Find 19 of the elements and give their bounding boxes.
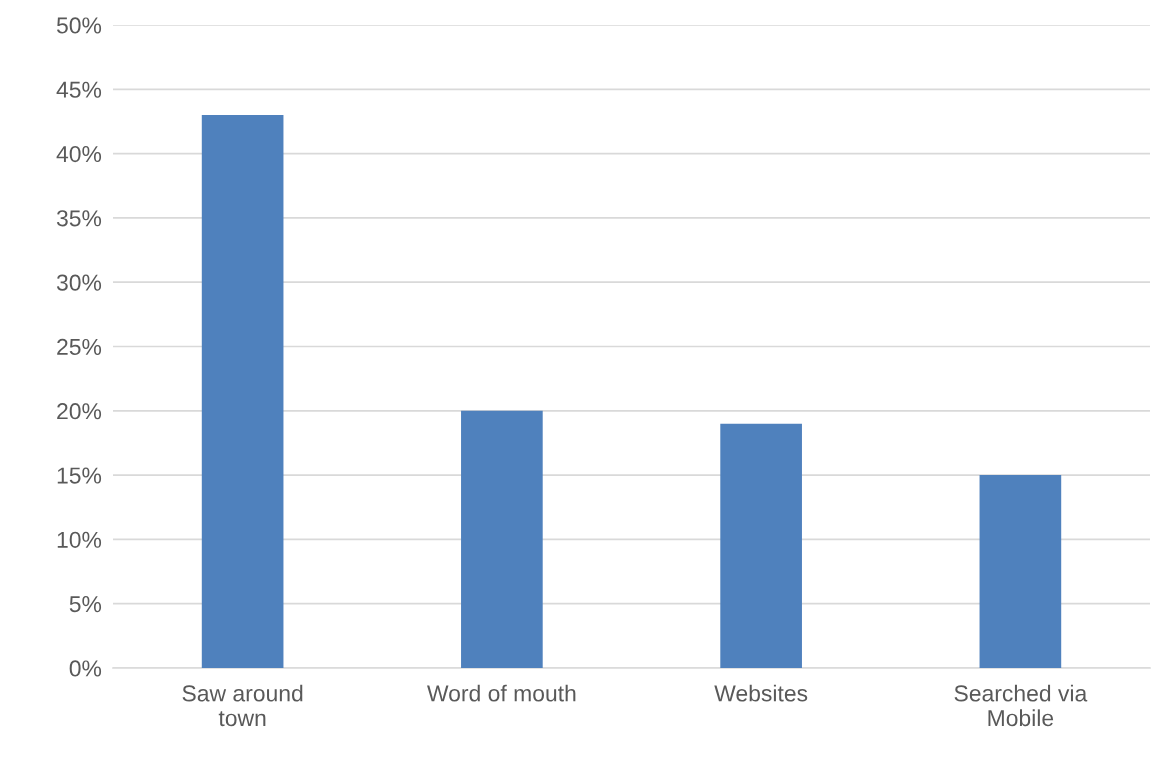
y-tick-label: 20% (57, 403, 102, 420)
bar (720, 423, 802, 668)
y-tick-label: 25% (57, 338, 102, 356)
x-tick-label: Saw around town (182, 684, 303, 727)
x-tick-label: Searched via Mobile (954, 684, 1088, 727)
y-tick-label: 50% (56, 17, 102, 34)
y-tick-label: 10% (57, 531, 102, 548)
bar (201, 115, 284, 668)
y-tick-label: 40% (56, 145, 102, 163)
x-tick-label: Word of mouth (427, 684, 576, 702)
bar (979, 475, 1062, 668)
y-tick-label: 0% (69, 660, 102, 677)
bar (461, 410, 543, 668)
y-tick-label: 15% (57, 467, 102, 484)
x-tick-label: Websites (714, 684, 808, 702)
y-tick-label: 30% (56, 274, 102, 291)
y-tick-label: 45% (56, 81, 102, 98)
y-tick-label: 35% (56, 210, 102, 227)
y-tick-label: 5% (69, 596, 102, 613)
